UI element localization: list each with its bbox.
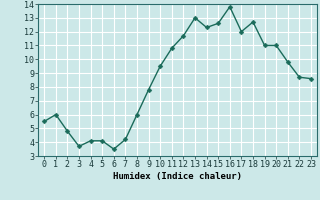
X-axis label: Humidex (Indice chaleur): Humidex (Indice chaleur) — [113, 172, 242, 181]
